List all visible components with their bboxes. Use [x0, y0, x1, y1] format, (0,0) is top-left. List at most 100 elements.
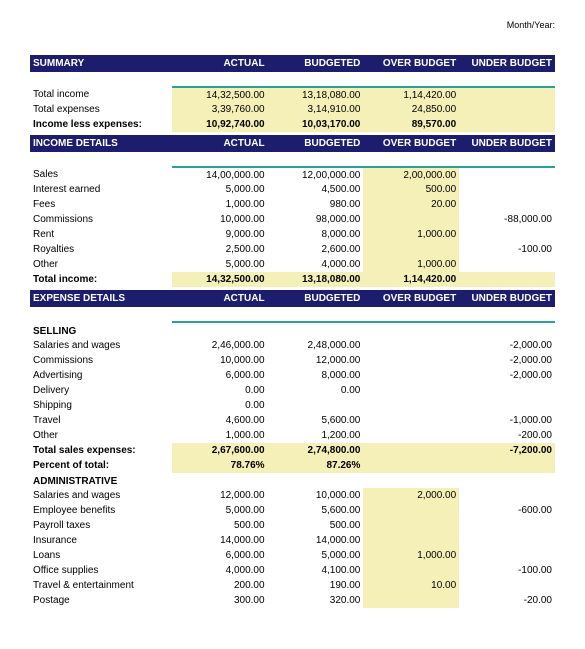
cell-under [459, 272, 555, 287]
cell-over: 2,000.00 [363, 488, 459, 503]
table-row: Interest earned5,000.004,500.00500.00 [30, 182, 555, 197]
cell-under: -2,000.00 [459, 353, 555, 368]
cell-budgeted [268, 398, 364, 413]
cell-budgeted: 87.26% [268, 458, 364, 473]
cell-over: 24,850.00 [363, 102, 459, 117]
cell-actual: 9,000.00 [172, 227, 268, 242]
cell-actual: 2,500.00 [172, 242, 268, 257]
col-over: OVER BUDGET [363, 290, 459, 307]
row-label: Office supplies [30, 563, 172, 578]
row-label: Interest earned [30, 182, 172, 197]
income-total: Total income: 14,32,500.00 13,18,080.00 … [30, 272, 555, 287]
table-row: Fees1,000.00980.0020.00 [30, 197, 555, 212]
cell-over [363, 398, 459, 413]
cell-under: -600.00 [459, 503, 555, 518]
col-actual: ACTUAL [172, 290, 268, 307]
cell-actual: 2,46,000.00 [172, 338, 268, 353]
row-label: Advertising [30, 368, 172, 383]
table-row: Office supplies4,000.004,100.00-100.00 [30, 563, 555, 578]
cell-actual: 78.76% [172, 458, 268, 473]
cell-budgeted: 4,100.00 [268, 563, 364, 578]
cell-actual: 4,600.00 [172, 413, 268, 428]
cell-under: -2,000.00 [459, 338, 555, 353]
cell-over: 10.00 [363, 578, 459, 593]
cell-over [363, 353, 459, 368]
cell-under: -7,200.00 [459, 443, 555, 458]
cell-under: -100.00 [459, 242, 555, 257]
table-row: Travel & entertainment200.00190.0010.00 [30, 578, 555, 593]
cell-actual: 12,000.00 [172, 488, 268, 503]
summary-title: SUMMARY [30, 55, 172, 72]
cell-over [363, 443, 459, 458]
table-row: Postage300.00320.00-20.00 [30, 593, 555, 608]
cell-actual: 10,92,740.00 [172, 117, 268, 132]
cell-over [363, 503, 459, 518]
cell-budgeted: 2,600.00 [268, 242, 364, 257]
budget-report-table: SUMMARY ACTUAL BUDGETED OVER BUDGET UNDE… [30, 55, 555, 608]
cell-over: 1,14,420.00 [363, 87, 459, 102]
month-year-label: Month/Year: [30, 20, 555, 30]
row-label: Payroll taxes [30, 518, 172, 533]
cell-budgeted: 1,200.00 [268, 428, 364, 443]
cell-actual: 14,000.00 [172, 533, 268, 548]
cell-budgeted: 320.00 [268, 593, 364, 608]
cell-actual: 5,000.00 [172, 182, 268, 197]
cell-under [459, 257, 555, 272]
cell-under [459, 117, 555, 132]
row-label: Commissions [30, 212, 172, 227]
cell-under [459, 182, 555, 197]
cell-budgeted: 12,00,000.00 [268, 167, 364, 182]
selling-percent: Percent of total: 78.76% 87.26% [30, 458, 555, 473]
row-label: Travel [30, 413, 172, 428]
cell-over [363, 518, 459, 533]
row-label: Insurance [30, 533, 172, 548]
col-budgeted: BUDGETED [268, 55, 364, 72]
cell-actual: 500.00 [172, 518, 268, 533]
cell-over: 1,000.00 [363, 257, 459, 272]
cell-budgeted: 980.00 [268, 197, 364, 212]
cell-budgeted: 13,18,080.00 [268, 272, 364, 287]
summary-total-expenses: Total expenses 3,39,760.00 3,14,910.00 2… [30, 102, 555, 117]
cell-under [459, 383, 555, 398]
row-label: Fees [30, 197, 172, 212]
cell-budgeted: 500.00 [268, 518, 364, 533]
cell-over [363, 458, 459, 473]
cell-budgeted: 5,000.00 [268, 548, 364, 563]
cell-actual: 14,00,000.00 [172, 167, 268, 182]
cell-actual: 5,000.00 [172, 503, 268, 518]
cell-under [459, 227, 555, 242]
table-row: Rent9,000.008,000.001,000.00 [30, 227, 555, 242]
cell-over [363, 593, 459, 608]
row-label: Total sales expenses: [30, 443, 172, 458]
row-label: Loans [30, 548, 172, 563]
row-label: Salaries and wages [30, 488, 172, 503]
cell-under [459, 533, 555, 548]
cell-under [459, 578, 555, 593]
cell-budgeted: 98,000.00 [268, 212, 364, 227]
table-row: Royalties2,500.002,600.00-100.00 [30, 242, 555, 257]
row-label: Other [30, 257, 172, 272]
row-label: Employee benefits [30, 503, 172, 518]
cell-actual: 2,67,600.00 [172, 443, 268, 458]
table-row: Salaries and wages12,000.0010,000.002,00… [30, 488, 555, 503]
cell-actual: 1,000.00 [172, 197, 268, 212]
cell-under: -200.00 [459, 428, 555, 443]
cell-under [459, 458, 555, 473]
table-row: Shipping0.00 [30, 398, 555, 413]
table-row: Other1,000.001,200.00-200.00 [30, 428, 555, 443]
row-label: Total expenses [30, 102, 172, 117]
col-budgeted: BUDGETED [268, 290, 364, 307]
table-row: Advertising6,000.008,000.00-2,000.00 [30, 368, 555, 383]
cell-actual: 14,32,500.00 [172, 272, 268, 287]
row-label: Sales [30, 167, 172, 182]
cell-under [459, 548, 555, 563]
cell-under: -2,000.00 [459, 368, 555, 383]
summary-total-income: Total income 14,32,500.00 13,18,080.00 1… [30, 87, 555, 102]
summary-income-less: Income less expenses: 10,92,740.00 10,03… [30, 117, 555, 132]
cell-budgeted: 2,74,800.00 [268, 443, 364, 458]
row-label: Salaries and wages [30, 338, 172, 353]
row-label: Delivery [30, 383, 172, 398]
cell-over: 500.00 [363, 182, 459, 197]
cell-actual: 10,000.00 [172, 353, 268, 368]
cell-budgeted: 5,600.00 [268, 413, 364, 428]
